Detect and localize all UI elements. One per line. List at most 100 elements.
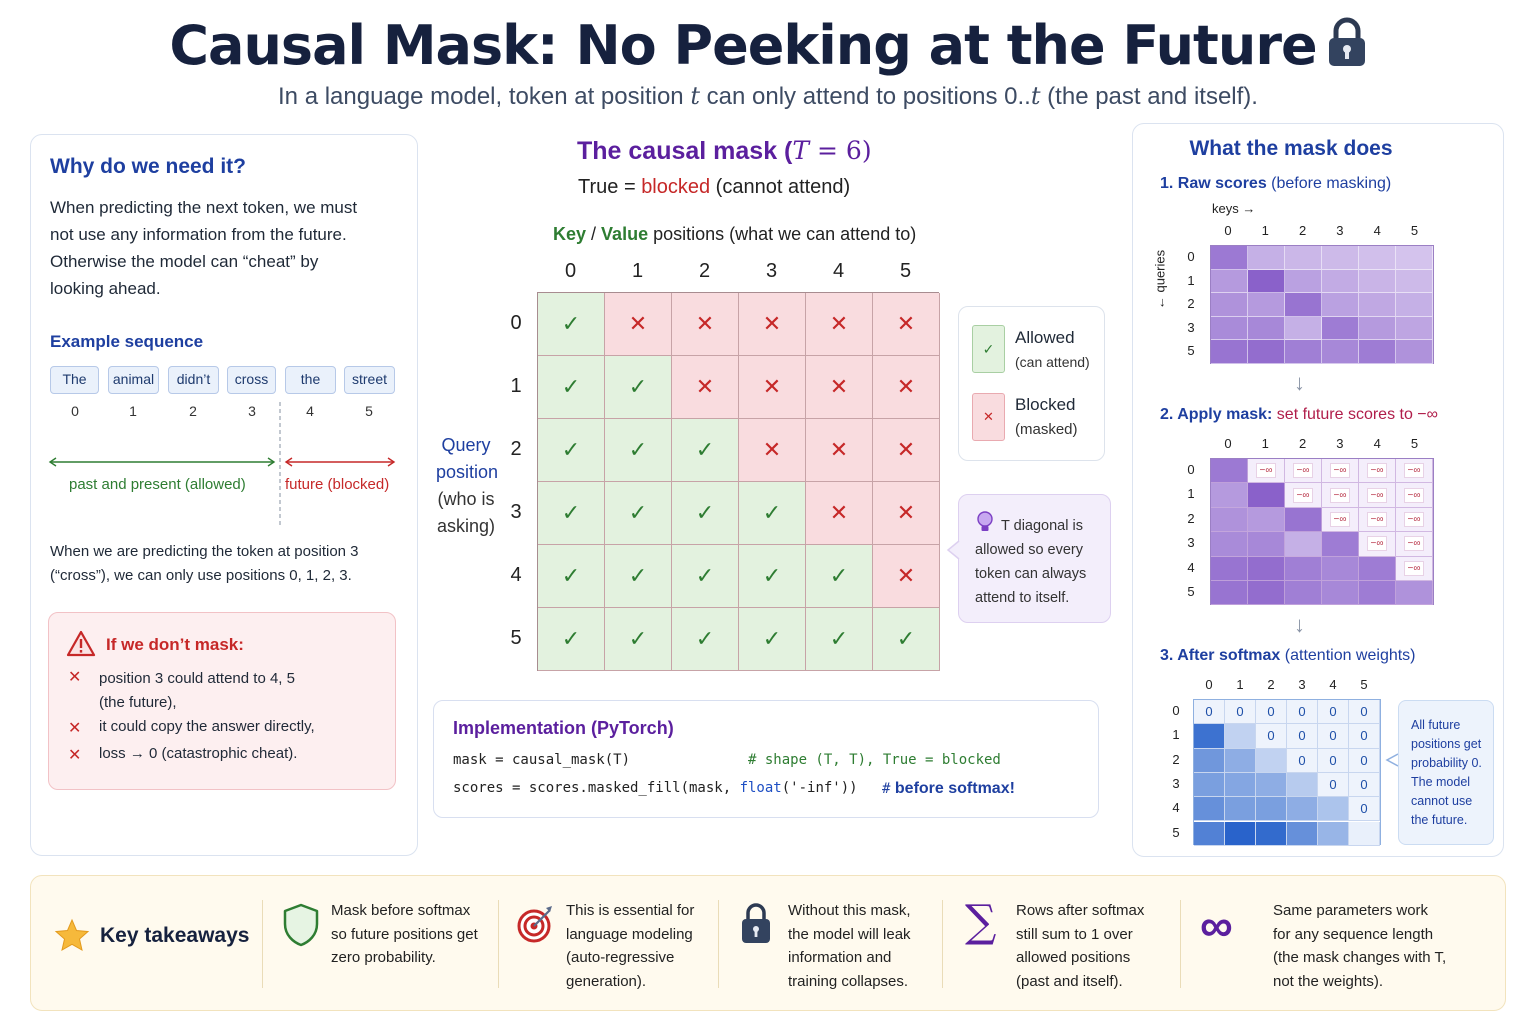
score-cell <box>1285 269 1322 294</box>
neg-inf-value: −∞ <box>1366 536 1388 552</box>
score-cell <box>1248 581 1285 606</box>
masked-cell: −∞ <box>1396 532 1433 557</box>
score-cell <box>1322 340 1359 364</box>
zero-weight-cell: 0 <box>1287 748 1318 773</box>
why-text: When predicting the next token, we must n… <box>50 198 358 298</box>
star-icon <box>54 918 90 951</box>
score-cell <box>1211 246 1248 270</box>
score-cell <box>1285 507 1322 533</box>
lock-icon <box>742 903 770 943</box>
divider <box>262 900 263 988</box>
masked-cell: −∞ <box>1322 483 1359 508</box>
masked-cell: −∞ <box>1322 507 1359 533</box>
mask-title: The causal mask (T = 6) <box>577 136 872 165</box>
blocked-cell: ✕ <box>672 293 739 356</box>
score-cell <box>1211 459 1248 484</box>
score-cell <box>1248 507 1285 533</box>
tip-text: T diagonal is allowed so every token can a… <box>975 518 1087 606</box>
pointer-icon <box>1385 753 1399 767</box>
masked-cell: −∞ <box>1396 459 1433 484</box>
score-cell <box>1248 316 1285 341</box>
key-axis-label: Key / Value positions (what we can atten… <box>553 224 917 244</box>
allowed-cell: ✓ <box>672 419 739 482</box>
softmax-note: All future positions get probability 0. The… <box>1411 718 1482 827</box>
legend-allowed-title: Allowed <box>1015 328 1075 347</box>
infinity-icon: ∞ <box>1200 899 1233 951</box>
takeaway-text: Mask before softmax so future positions g… <box>331 902 478 966</box>
allowed-cell: ✓ <box>806 545 873 608</box>
warning-item: it could copy the answer directly, <box>99 718 315 735</box>
masked-cell: −∞ <box>1396 483 1433 508</box>
score-cell <box>1285 532 1322 557</box>
shield-icon <box>283 903 319 947</box>
zero-weight-cell: 0 <box>1256 724 1287 749</box>
key-label: 0 <box>1205 677 1213 692</box>
allowed-cell: ✓ <box>538 608 605 671</box>
allowed-cell: ✓ <box>605 356 672 419</box>
row-label: 0 <box>510 312 522 334</box>
blocked-cell: ✕ <box>806 356 873 419</box>
warning-box <box>48 612 396 790</box>
query-label: 2 <box>1172 751 1180 767</box>
blocked-cell: ✕ <box>739 419 806 482</box>
column-label: 3 <box>765 260 778 282</box>
weight-cell <box>1318 821 1349 846</box>
query-label: 0 <box>1187 462 1195 477</box>
takeaway-text: This is essential for language modeling (a… <box>566 902 695 990</box>
masked-cell: −∞ <box>1396 556 1433 581</box>
neg-inf-value: −∞ <box>1329 487 1351 503</box>
allowed-cell: ✓ <box>739 482 806 545</box>
zero-weight-cell: 0 <box>1349 700 1380 725</box>
score-cell <box>1396 293 1433 317</box>
score-cell <box>1248 269 1285 294</box>
example-heading: Example sequence <box>50 332 204 351</box>
blocked-cell: ✕ <box>806 293 873 356</box>
token-index: 0 <box>71 403 79 419</box>
token-index: 3 <box>248 403 256 419</box>
zero-weight-cell: 0 <box>1349 772 1380 798</box>
neg-inf-value: −∞ <box>1292 463 1314 479</box>
zero-weight-cell: 0 <box>1318 748 1349 773</box>
weight-cell <box>1194 821 1225 846</box>
step2-label: 2. Apply mask: set future scores to −∞ <box>1160 406 1439 423</box>
query-label: 1 <box>1187 486 1195 502</box>
score-cell <box>1359 316 1396 341</box>
takeaway-text: Same parameters work for any sequence len… <box>1273 902 1447 990</box>
allowed-cell: ✓ <box>672 545 739 608</box>
blocked-cell: ✕ <box>739 356 806 419</box>
neg-inf-value: −∞ <box>1403 511 1425 527</box>
key-label: 0 <box>1224 223 1232 238</box>
position-note: When we are predicting the token at posi… <box>50 543 359 584</box>
score-cell <box>1359 269 1396 294</box>
column-label: 4 <box>832 260 845 282</box>
score-cell <box>1211 507 1248 533</box>
zero-weight-cell: 0 <box>1287 724 1318 749</box>
sigma-icon: ∑ <box>965 896 997 947</box>
zero-weight-cell: 0 <box>1225 700 1256 725</box>
divider <box>1180 900 1181 988</box>
warning-item: position 3 could attend to 4, 5 (the futu… <box>99 670 295 711</box>
score-cell <box>1396 269 1433 294</box>
allowed-cell: ✓ <box>739 545 806 608</box>
blocked-cell: ✕ <box>873 482 940 545</box>
score-cell <box>1248 483 1285 508</box>
weight-cell <box>1318 797 1349 822</box>
score-cell <box>1396 581 1433 606</box>
allowed-cell: ✓ <box>605 608 672 671</box>
weight-cell <box>1225 797 1256 822</box>
query-label: 0 <box>1187 249 1195 264</box>
past-label: past and present (allowed) <box>69 476 246 493</box>
query-label: 0 <box>1172 703 1180 718</box>
masked-cell: −∞ <box>1359 532 1396 557</box>
zero-weight-cell: 0 <box>1349 724 1380 749</box>
softmax-note-box <box>1398 700 1494 845</box>
tip-pointer <box>946 540 960 560</box>
score-cell <box>1322 269 1359 294</box>
neg-inf-value: −∞ <box>1366 463 1388 479</box>
query-label: 5 <box>1187 584 1195 599</box>
score-cell <box>1322 316 1359 341</box>
key-label: 4 <box>1373 436 1381 451</box>
warning-icon <box>66 630 96 657</box>
allowed-cell: ✓ <box>538 482 605 545</box>
